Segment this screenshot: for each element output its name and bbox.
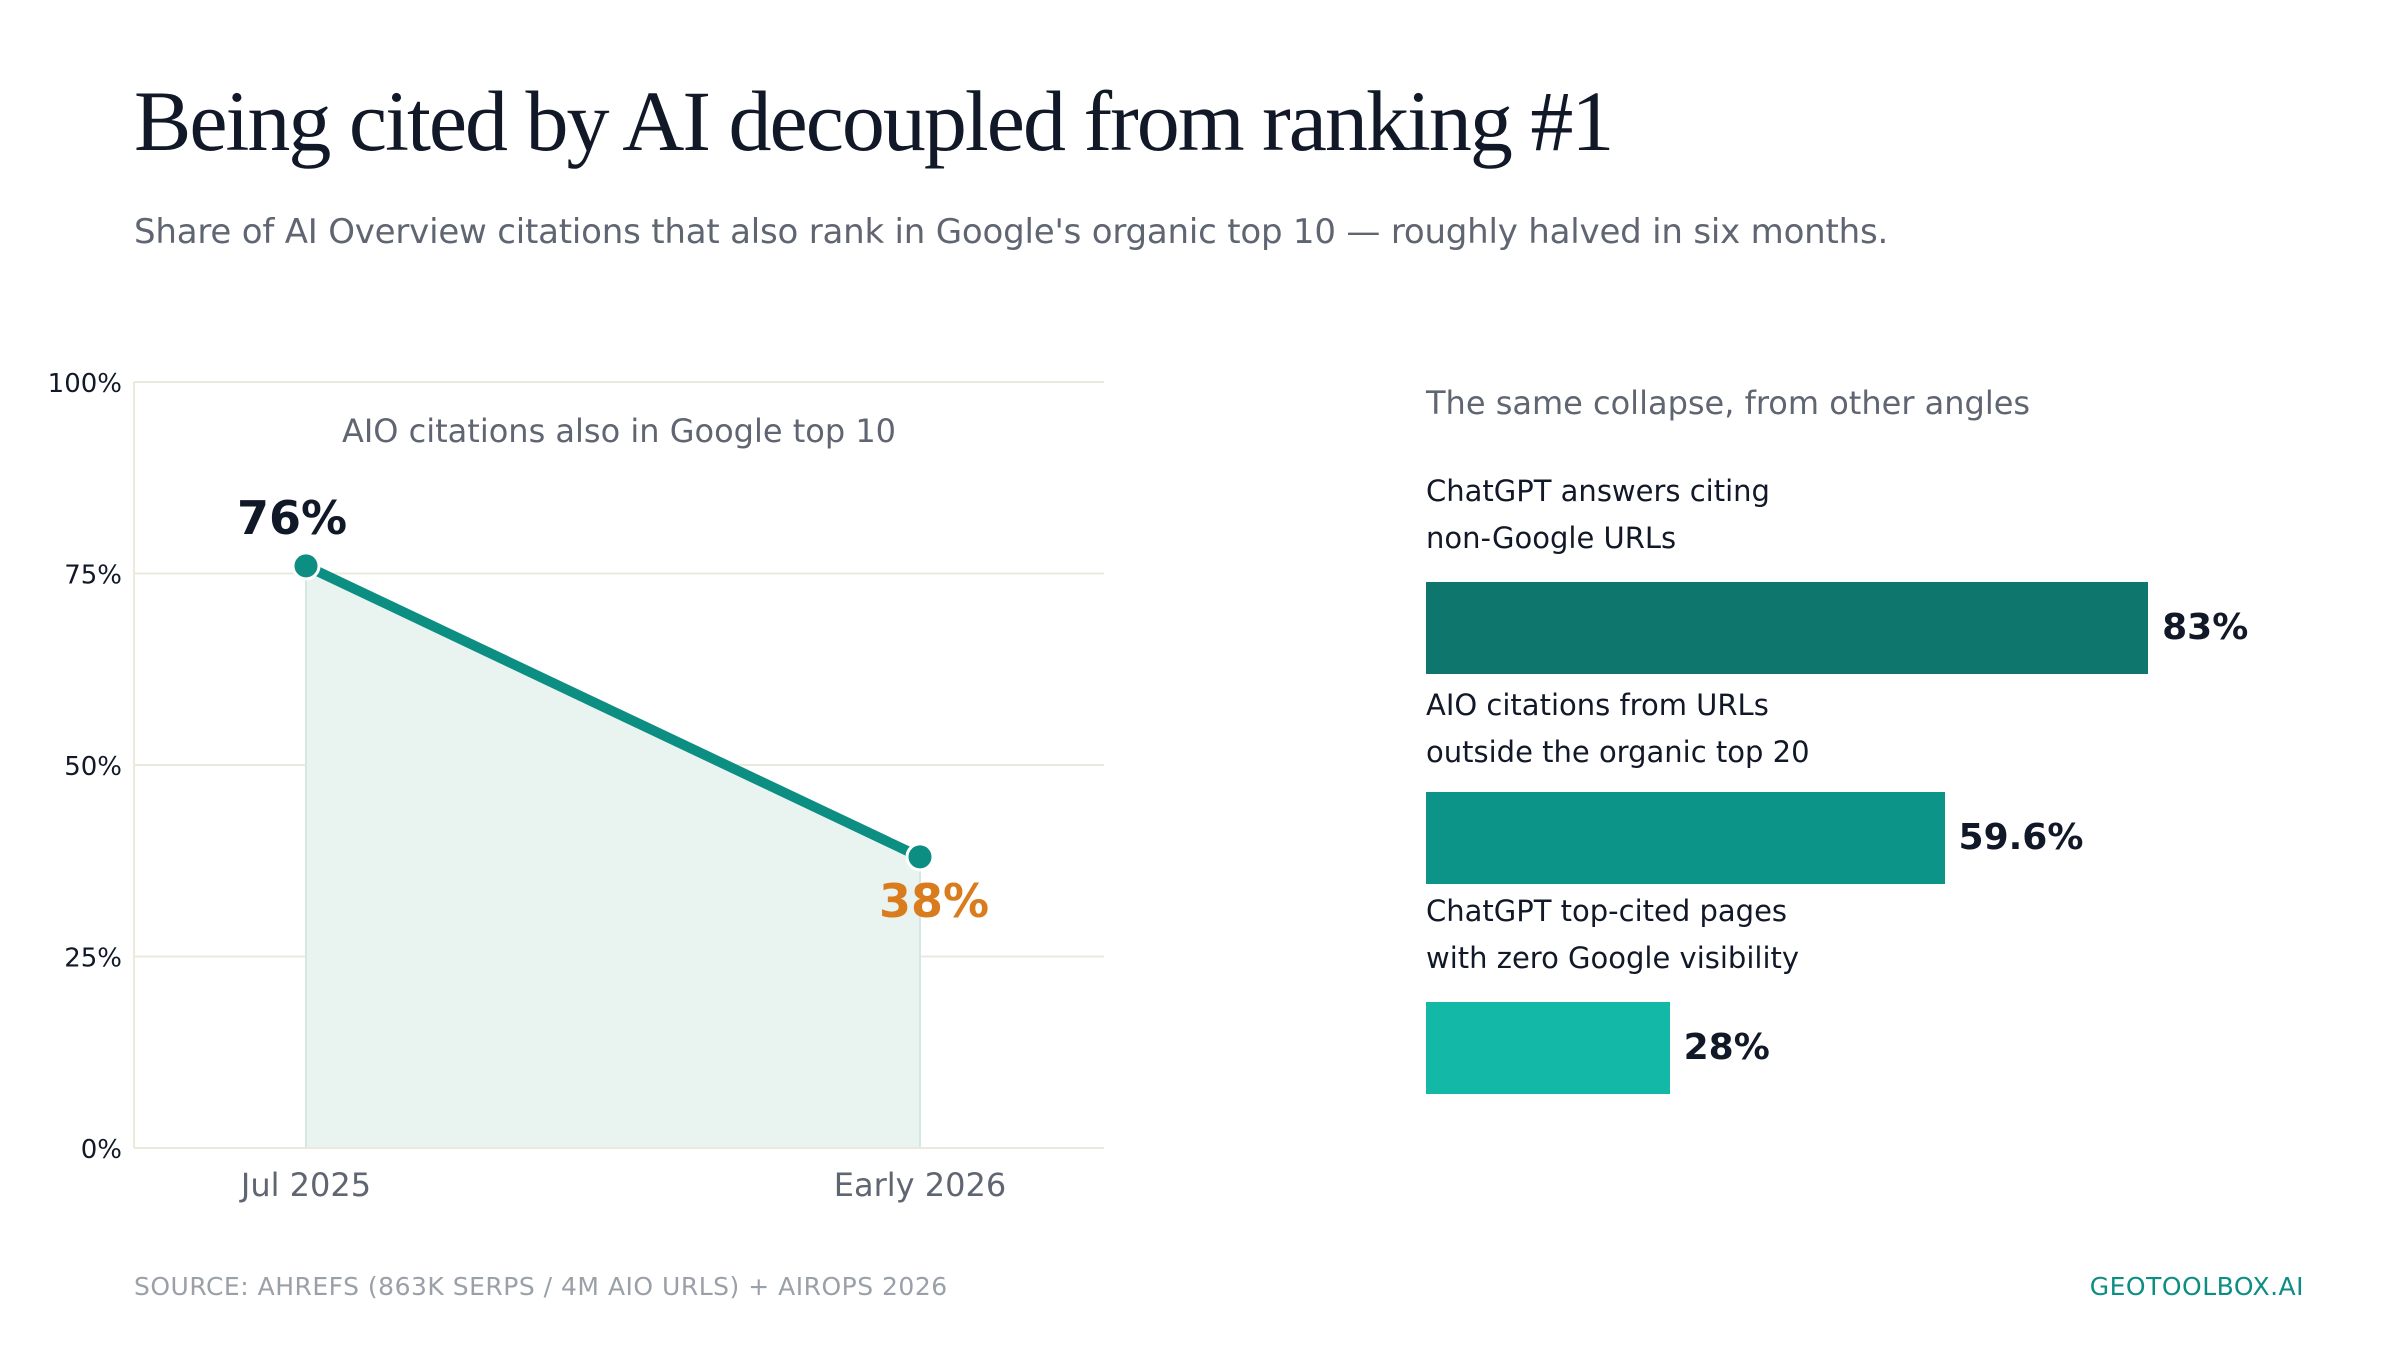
- series-line: [301, 560, 925, 862]
- y-tick-label: 75%: [64, 561, 122, 591]
- data-label: 38%: [879, 874, 989, 928]
- plot-title: AIO citations also in Google top 10: [342, 412, 896, 450]
- bar-panel-title: The same collapse, from other angles: [1426, 384, 2031, 422]
- bar-label-line: with zero Google visibility: [1426, 941, 1800, 975]
- data-label: 76%: [237, 491, 347, 545]
- source-note: SOURCE: AHREFS (863K SERPS / 4M AIO URLS…: [134, 1272, 948, 1301]
- bar-value-label: 59.6%: [1958, 817, 2084, 858]
- chart-subtitle: Share of AI Overview citations that also…: [134, 212, 1889, 252]
- bar-label-line: ChatGPT top-cited pages: [1426, 894, 1788, 928]
- y-tick-label: 50%: [64, 752, 122, 782]
- bar-label-chatgpt-non-google: ChatGPT answers citing non-Google URLs: [1426, 468, 2126, 562]
- x-tick-label: Jul 2025: [239, 1166, 371, 1204]
- line-chart: 0% 25% 50% 75% 100% Jul 2025 Early 2026 AIO cit…: [48, 369, 1104, 1204]
- bar-label-chatgpt-zero-visibility: ChatGPT top-cited pages with zero Google…: [1426, 888, 2126, 982]
- data-point: [291, 551, 321, 581]
- bar-label-line: AIO citations from URLs: [1426, 688, 1769, 722]
- bar-label-aio-outside-top20: AIO citations from URLs outside the orga…: [1426, 682, 2126, 776]
- x-tick-label: Early 2026: [834, 1166, 1006, 1204]
- brand-link[interactable]: GEOTOOLBOX.AI: [2089, 1272, 2304, 1301]
- bar-chatgpt-zero-visibility: [1426, 1002, 1670, 1094]
- data-point: [905, 842, 935, 872]
- bar-chatgpt-non-google: [1426, 582, 2149, 674]
- bar-label-line: ChatGPT answers citing: [1426, 474, 1770, 508]
- bar-aio-outside-top20: [1426, 792, 1945, 884]
- area-fill: [306, 565, 920, 1148]
- y-tick-label: 0%: [81, 1135, 122, 1165]
- bar-label-line: outside the organic top 20: [1426, 735, 1810, 769]
- y-tick-label: 100%: [48, 369, 122, 399]
- bar-label-line: non-Google URLs: [1426, 521, 1677, 555]
- bar-value-label: 83%: [2162, 607, 2249, 648]
- y-tick-label: 25%: [64, 944, 122, 974]
- bar-value-label: 28%: [1683, 1027, 1770, 1068]
- chart-title: Being cited by AI decoupled from ranking…: [134, 73, 1614, 169]
